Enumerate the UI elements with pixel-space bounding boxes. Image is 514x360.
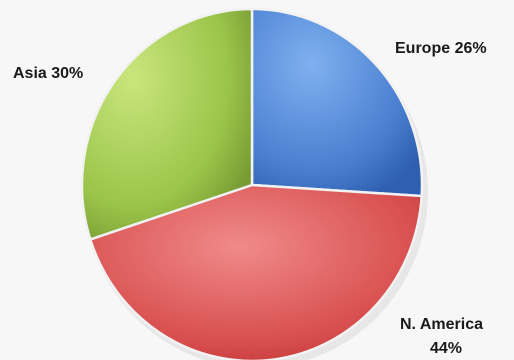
slice-asia [80, 7, 254, 241]
pie-slices [80, 7, 424, 360]
label-namerica-line1: N. America [400, 316, 483, 333]
slice-europe [250, 7, 424, 198]
label-namerica-line2: 44% [430, 340, 462, 357]
label-europe: Europe 26% [395, 40, 487, 57]
label-asia: Asia 30% [13, 65, 83, 82]
